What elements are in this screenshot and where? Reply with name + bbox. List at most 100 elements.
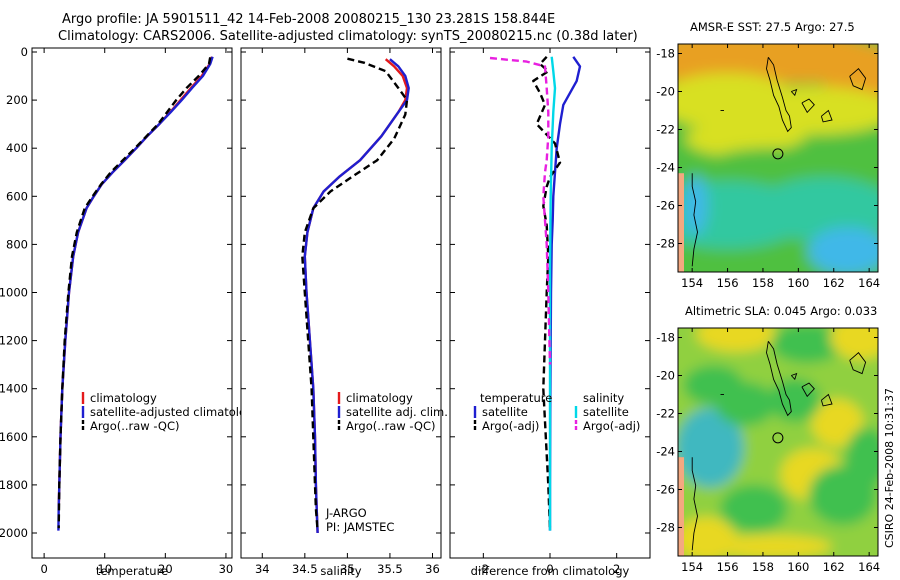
y-tick-label: 600 xyxy=(6,189,28,203)
legend-header: temperature xyxy=(480,391,552,405)
legend-label: climatology xyxy=(346,391,413,405)
field-blob xyxy=(845,427,878,488)
legend-label: Argo(..raw -QC) xyxy=(90,419,180,433)
field-blob xyxy=(720,484,789,533)
y-tick-label: -20 xyxy=(656,369,675,383)
y-tick-label: -22 xyxy=(656,123,675,137)
coastline xyxy=(820,393,833,407)
legend-header: salinity xyxy=(583,391,624,405)
y-tick-label: 1800 xyxy=(0,478,28,492)
x-tick-label: 154 xyxy=(681,276,703,290)
x-tick-label: 160 xyxy=(787,276,809,290)
y-tick-label: -22 xyxy=(656,407,675,421)
field-blob xyxy=(711,534,832,556)
x-tick-label: 0 xyxy=(40,562,47,576)
coastline xyxy=(691,173,698,267)
y-tick-label: 1600 xyxy=(0,430,28,444)
legend-label: Argo(-adj) xyxy=(482,419,539,433)
y-tick-label: -18 xyxy=(656,47,675,61)
legend-label: Argo(-adj) xyxy=(583,419,640,433)
argo-position-marker xyxy=(772,432,784,444)
sla-map-field-blur xyxy=(678,328,878,556)
y-tick-label: -28 xyxy=(656,521,675,535)
legend-label: satellite-adjusted climatology xyxy=(90,405,260,419)
x-tick-label: 35.5 xyxy=(377,562,403,576)
sst-map-field-blur xyxy=(678,44,878,272)
coastline xyxy=(790,372,798,381)
x-tick-label: 20 xyxy=(158,562,173,576)
x-tick-label: 158 xyxy=(752,560,774,574)
series-line-2 xyxy=(301,57,409,531)
coastline xyxy=(766,341,792,417)
x-tick-label: 154 xyxy=(681,560,703,574)
figure-title-line1: Argo profile: JA 5901511_42 14-Feb-2008 … xyxy=(62,12,556,27)
y-tick-label: -20 xyxy=(656,85,675,99)
temperature-profile-frame xyxy=(31,47,233,559)
y-tick-label: -24 xyxy=(656,445,675,459)
sla-map-panel: 154 156 158 160 162 164 -18 -20 -22 -24 -26 -28 xyxy=(656,327,880,574)
y-tick-label: 0 xyxy=(21,45,28,59)
temperature-profile-panel: 0 10 20 30 0 200 400 600 800 1000 1200 1400 1600 1800… xyxy=(0,45,260,578)
y-tick-label: -18 xyxy=(656,331,675,345)
x-tick-label: 160 xyxy=(787,560,809,574)
coastline xyxy=(801,98,815,114)
y-tick-label: 2000 xyxy=(0,526,28,540)
field-blob xyxy=(683,365,744,405)
sst-map-title: AMSR-E SST: 27.5 Argo: 27.5 xyxy=(690,20,855,34)
field-blob xyxy=(683,175,708,236)
x-tick-label: 162 xyxy=(823,276,845,290)
field-blob xyxy=(736,86,878,135)
salinity-profile-frame xyxy=(240,47,442,559)
sst-map-panel: 154 156 158 160 162 164 -18 -20 -22 -24 -26 -28 xyxy=(656,43,880,290)
x-tick-label: 156 xyxy=(717,560,739,574)
legend-label: climatology xyxy=(90,391,157,405)
sst-map-field xyxy=(678,44,878,272)
series-line-1 xyxy=(303,58,410,534)
x-tick-label: 30 xyxy=(219,562,234,576)
land-patch xyxy=(678,457,684,556)
field-blob xyxy=(830,328,878,360)
field-blob xyxy=(678,407,744,488)
figure-title-line2: Climatology: CARS2006. Satellite-adjuste… xyxy=(58,29,638,44)
coastline xyxy=(820,109,833,123)
y-tick-label: -24 xyxy=(656,161,675,175)
x-tick-label: 162 xyxy=(823,560,845,574)
y-tick-label: 200 xyxy=(6,93,28,107)
x-tick-label: 35 xyxy=(340,562,355,576)
field-blob xyxy=(696,328,777,352)
sla-map-frame xyxy=(677,327,879,557)
coastline xyxy=(766,57,792,133)
series-line-2 xyxy=(57,57,212,529)
x-tick-label: 34 xyxy=(255,562,270,576)
series-line-1 xyxy=(532,55,562,531)
y-tick-label: 400 xyxy=(6,141,28,155)
y-tick-label: -26 xyxy=(656,483,675,497)
y-tick-label: 1000 xyxy=(0,286,28,300)
float-pi-label: PI: JAMSTEC xyxy=(326,520,394,534)
x-tick-label: 164 xyxy=(858,276,880,290)
y-tick-label: -28 xyxy=(656,237,675,251)
sla-map-title: Altimetric SLA: 0.045 Argo: 0.033 xyxy=(685,304,878,318)
difference-profile-xlabel: difference from climatology xyxy=(471,564,630,578)
coastline xyxy=(790,88,798,97)
field-blob xyxy=(771,328,844,364)
y-tick-label: 1400 xyxy=(0,382,28,396)
coastline xyxy=(691,457,698,551)
temperature-profile-xlabel: temperature xyxy=(96,564,168,578)
sst-map-frame xyxy=(677,43,879,273)
legend-label: satellite xyxy=(583,405,629,419)
field-blob xyxy=(768,378,821,423)
series-line-2 xyxy=(548,56,557,531)
y-tick-label: -26 xyxy=(656,199,675,213)
coastline xyxy=(849,352,867,375)
field-blob xyxy=(783,138,878,171)
y-tick-label: 800 xyxy=(6,237,28,251)
x-tick-label: 36 xyxy=(425,562,440,576)
x-tick-label: 10 xyxy=(97,562,112,576)
salinity-profile-panel: 34 34.5 35 35.5 36 salinity climatologysatelli… xyxy=(240,47,448,578)
x-tick-label: 156 xyxy=(717,276,739,290)
sla-map-field xyxy=(678,328,878,556)
x-tick-label: 2 xyxy=(613,562,620,576)
